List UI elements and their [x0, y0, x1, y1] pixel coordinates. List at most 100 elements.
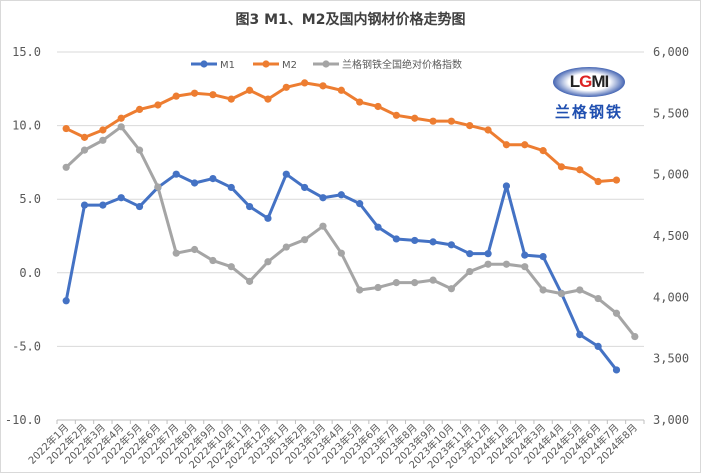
data-point-2: [264, 95, 272, 103]
data-point-2: [172, 92, 180, 100]
data-point-1: [594, 342, 602, 350]
data-point-2: [502, 141, 511, 149]
data-point-2: [594, 177, 602, 186]
legend-marker-3: [322, 60, 330, 68]
data-point-1: [80, 201, 89, 209]
left-tick-label: 5.0: [19, 192, 41, 206]
data-point-3: [154, 183, 162, 191]
left-tick-label: -5.0: [12, 339, 41, 353]
data-point-2: [539, 147, 547, 155]
data-point-2: [209, 91, 217, 99]
data-point-2: [190, 89, 199, 97]
data-point-1: [466, 250, 474, 258]
data-point-2: [99, 126, 107, 134]
data-point-3: [246, 277, 254, 285]
data-point-1: [301, 183, 309, 192]
chart-title: 图3 M1、M2及国内钢材价格走势图: [235, 12, 466, 28]
data-point-3: [319, 222, 327, 230]
data-point-3: [227, 263, 235, 271]
data-point-3: [466, 267, 474, 276]
data-point-3: [631, 332, 639, 341]
data-point-3: [301, 236, 309, 244]
data-point-2: [612, 176, 621, 184]
data-point-2: [374, 102, 382, 111]
data-point-2: [392, 111, 400, 119]
data-point-2: [447, 117, 455, 125]
data-point-3: [392, 279, 400, 287]
data-point-2: [227, 95, 235, 103]
data-point-3: [374, 283, 382, 292]
data-point-1: [209, 174, 217, 183]
legend-marker-2: [262, 60, 270, 68]
data-point-2: [337, 86, 345, 94]
data-point-3: [447, 285, 455, 293]
data-point-3: [62, 163, 70, 171]
data-point-3: [209, 256, 217, 265]
data-point-2: [62, 124, 70, 133]
data-point-2: [557, 163, 566, 171]
data-point-1: [356, 200, 364, 208]
data-point-2: [80, 133, 89, 141]
data-point-1: [135, 202, 144, 211]
data-point-1: [172, 170, 180, 178]
right-tick-label: 5,000: [653, 168, 689, 182]
data-point-3: [117, 123, 125, 131]
legend-label-3: 兰格钢铁全国绝对价格指数: [342, 58, 462, 71]
legend-label-2: M2: [282, 60, 297, 71]
data-point-3: [576, 286, 584, 294]
data-point-3: [172, 249, 180, 257]
data-point-1: [392, 235, 400, 243]
series-line-3: [65, 125, 637, 338]
series-line-1: [64, 172, 618, 371]
data-point-1: [576, 331, 584, 339]
data-point-1: [429, 238, 437, 246]
data-point-3: [264, 258, 272, 266]
data-point-3: [521, 263, 529, 271]
data-point-2: [356, 98, 364, 106]
data-point-1: [227, 183, 235, 192]
data-point-3: [135, 146, 144, 154]
right-tick-label: 5,500: [653, 106, 689, 120]
data-point-3: [356, 286, 364, 294]
data-point-3: [99, 136, 107, 144]
data-point-3: [411, 279, 419, 287]
data-point-1: [190, 179, 199, 187]
data-point-1: [99, 201, 107, 209]
data-point-2: [521, 141, 529, 149]
data-point-1: [337, 191, 345, 199]
data-point-3: [612, 309, 621, 317]
data-point-2: [301, 79, 309, 87]
data-point-2: [466, 122, 474, 130]
data-point-1: [374, 223, 382, 231]
data-point-2: [484, 126, 492, 134]
right-tick-label: 4,500: [653, 229, 689, 243]
left-tick-label: 10.0: [12, 119, 41, 133]
left-tick-label: 0.0: [19, 266, 41, 280]
data-point-1: [117, 194, 125, 202]
data-point-1: [282, 170, 290, 178]
data-point-1: [539, 253, 547, 261]
right-tick-label: 3,000: [653, 413, 689, 427]
right-tick-label: 3,500: [653, 352, 689, 366]
data-point-2: [429, 117, 437, 125]
data-point-3: [282, 243, 290, 251]
data-point-3: [429, 276, 437, 284]
data-point-1: [264, 214, 272, 222]
right-tick-label: 6,000: [653, 45, 689, 59]
data-point-1: [62, 297, 70, 305]
data-point-2: [246, 86, 254, 94]
data-point-1: [319, 194, 327, 202]
legend-marker-1: [200, 60, 208, 68]
data-point-1: [246, 202, 254, 211]
right-tick-label: 4,000: [653, 290, 689, 304]
data-point-2: [117, 114, 125, 122]
data-point-2: [135, 105, 144, 114]
left-tick-label: 15.0: [12, 45, 41, 59]
data-point-3: [484, 260, 492, 268]
data-point-3: [594, 294, 602, 303]
data-point-1: [447, 241, 455, 249]
data-point-2: [411, 114, 419, 122]
data-point-1: [521, 251, 529, 259]
